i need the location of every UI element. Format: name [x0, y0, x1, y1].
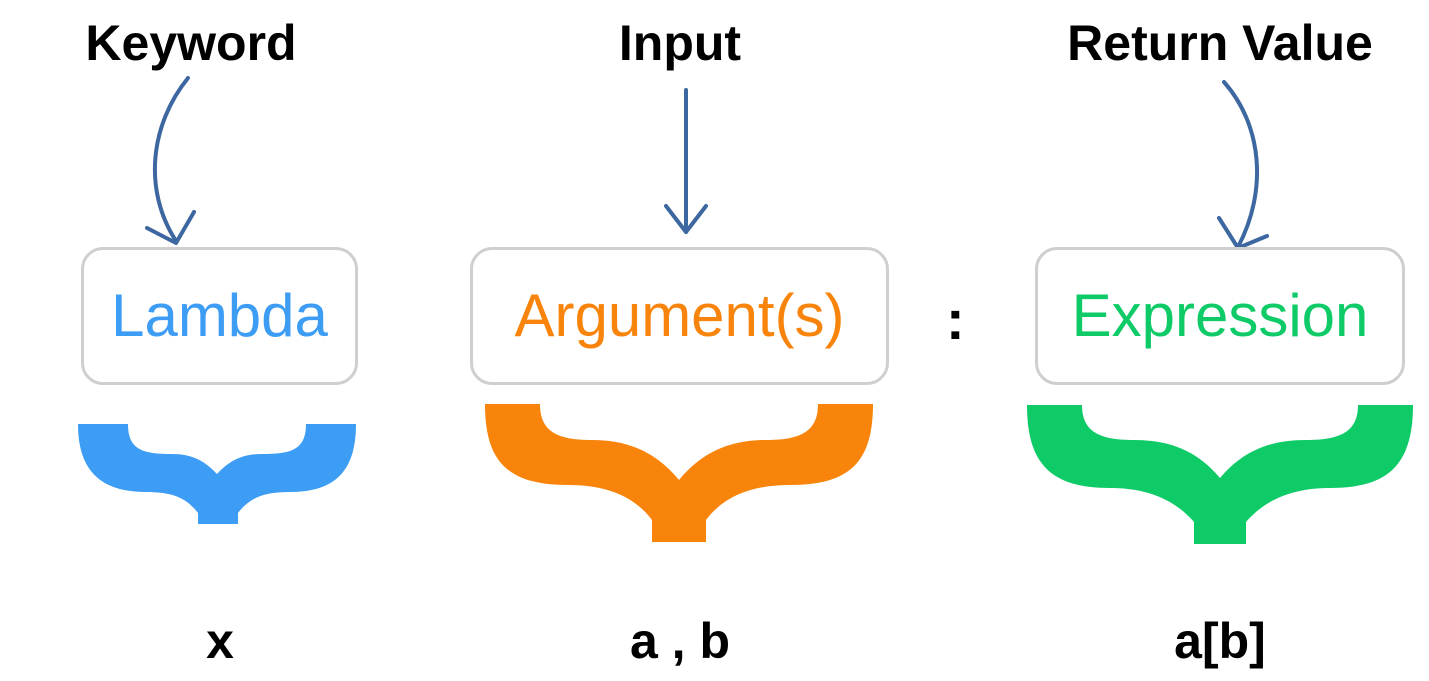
lambda-box: Lambda [81, 247, 358, 385]
input-example: a , b [629, 613, 731, 669]
expression-brace [1027, 405, 1413, 544]
arguments-brace [485, 404, 873, 542]
return-value-arrow [1222, 80, 1260, 249]
keyword-example: x [206, 613, 234, 669]
input-label: Input [618, 15, 742, 71]
arguments-text: Argument(s) [514, 282, 845, 349]
expression-box: Expression [1035, 247, 1405, 385]
separator-colon: : [946, 288, 965, 351]
lambda-text: Lambda [111, 282, 328, 349]
return-value-example: a[b] [1174, 613, 1266, 669]
expression-text: Expression [1071, 282, 1369, 349]
keyword-arrowhead [145, 210, 196, 245]
return-value-label: Return Value [1067, 15, 1373, 71]
keyword-label: Keyword [85, 15, 297, 71]
arguments-box: Argument(s) [470, 247, 889, 385]
input-arrowhead [664, 204, 708, 234]
keyword-arrow [152, 76, 190, 243]
lambda-brace [78, 424, 356, 524]
